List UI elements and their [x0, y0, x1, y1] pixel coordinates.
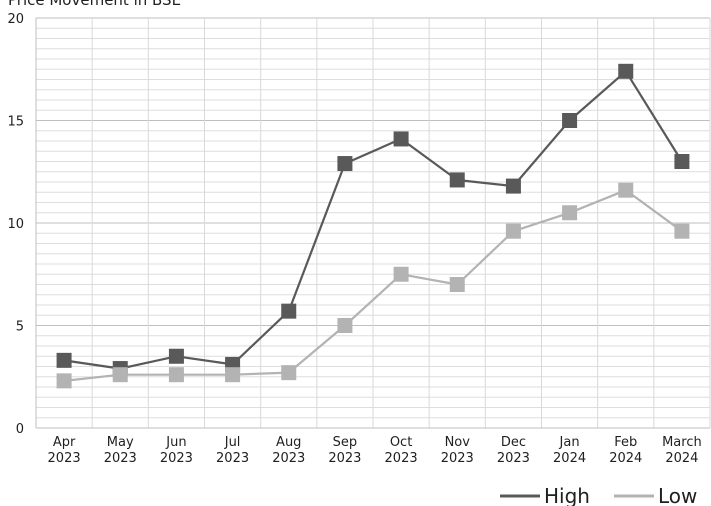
data-point-high	[337, 156, 353, 172]
x-tick-label-year: 2023	[160, 451, 193, 466]
x-tick-label-year: 2023	[497, 451, 530, 466]
data-point-high	[674, 154, 690, 169]
series-line-high	[63, 70, 683, 370]
x-tick-label-month: Jan	[559, 435, 580, 450]
x-tick-label-month: Apr	[53, 435, 76, 450]
x-tick-label-year: 2023	[328, 451, 361, 466]
x-tick-label-month: Feb	[614, 435, 637, 450]
axis-layer: 05101520Apr2023May2023Jun2023Jul2023Aug2…	[7, 12, 710, 466]
x-tick-label-month: Jul	[224, 435, 241, 450]
legend-label-high: High	[544, 484, 590, 506]
legend-label-low: Low	[658, 484, 697, 506]
x-tick-label-year: 2023	[441, 451, 474, 466]
data-point-high	[562, 113, 578, 128]
x-tick-label-year: 2023	[216, 451, 249, 466]
x-tick-label-year: 2024	[609, 451, 642, 466]
data-point-low	[281, 365, 297, 381]
data-point-high	[168, 348, 184, 364]
x-tick-label-month: Dec	[501, 435, 526, 450]
data-point-high	[281, 303, 297, 319]
data-point-low	[505, 223, 521, 239]
x-tick-label-month: Nov	[445, 435, 471, 450]
data-point-low	[56, 373, 72, 389]
x-tick-label-year: 2023	[385, 451, 418, 466]
data-point-high	[618, 63, 634, 79]
x-tick-label-year: 2024	[665, 451, 698, 466]
data-point-low	[225, 367, 241, 383]
y-tick-label: 20	[7, 12, 24, 27]
x-tick-label-month: May	[107, 435, 134, 450]
series-low	[56, 182, 690, 389]
data-point-low	[337, 318, 353, 333]
y-tick-label: 15	[7, 115, 24, 130]
x-tick-label-month: Sep	[333, 435, 358, 450]
chart-title: Price Movement in BSE	[8, 0, 181, 9]
series-line-low	[63, 189, 683, 382]
x-tick-label-month: March	[662, 435, 702, 450]
y-tick-label: 0	[16, 422, 24, 437]
data-point-low	[168, 367, 184, 383]
data-point-high	[393, 131, 409, 147]
data-point-low	[393, 266, 409, 282]
x-tick-label-month: Oct	[390, 435, 412, 450]
y-tick-label: 10	[7, 217, 24, 232]
x-tick-label-year: 2024	[553, 451, 586, 466]
data-point-low	[112, 367, 128, 383]
data-point-low	[449, 277, 465, 292]
data-point-high	[449, 172, 465, 188]
x-tick-label-month: Aug	[276, 435, 301, 450]
data-point-high	[505, 178, 521, 194]
legend: High Low	[500, 484, 697, 506]
data-point-high	[56, 352, 72, 368]
x-tick-label-year: 2023	[104, 451, 137, 466]
grid-layer	[35, 17, 711, 429]
data-point-low	[674, 223, 690, 239]
x-tick-label-year: 2023	[272, 451, 305, 466]
data-point-low	[618, 182, 634, 198]
x-tick-label-month: Jun	[165, 435, 186, 450]
y-tick-label: 5	[16, 320, 24, 335]
data-point-low	[562, 205, 578, 221]
series-layer	[56, 63, 690, 389]
x-tick-label-year: 2023	[48, 451, 81, 466]
